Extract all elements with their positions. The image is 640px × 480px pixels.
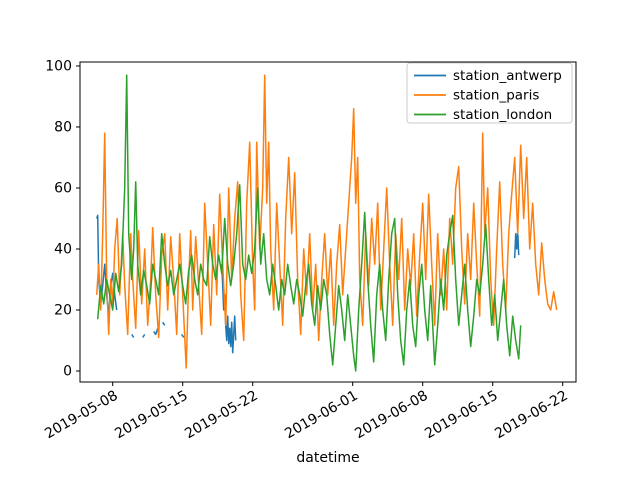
series-line-station_antwerp [142,333,146,338]
series-line-station_antwerp [153,328,159,336]
y-axis: 0 20 40 60 80 100 [45,58,80,380]
series-line-station_antwerp [162,321,166,326]
series-line-station_london [96,74,522,372]
legend-label-station_antwerp: station_antwerp [453,68,562,84]
y-tick-label: 40 [54,241,72,257]
series-lines [95,74,558,372]
legend-label-station_london: station_london [453,107,552,123]
series-line-station_paris [95,74,558,369]
legend-box [406,62,573,124]
y-tick-label: 0 [63,364,72,380]
x-axis-label: datetime [296,450,359,466]
series-line-station_antwerp [513,229,520,259]
y-tick-label: 20 [54,303,72,319]
series-line-station_antwerp [181,333,185,338]
y-tick-label: 100 [45,58,72,74]
series-line-station_antwerp [131,333,135,338]
legend: station_antwerp station_paris station_lond… [406,62,573,124]
y-tick-label: 80 [54,119,72,135]
y-tick-label: 60 [54,180,72,196]
legend-label-station_paris: station_paris [453,88,539,104]
